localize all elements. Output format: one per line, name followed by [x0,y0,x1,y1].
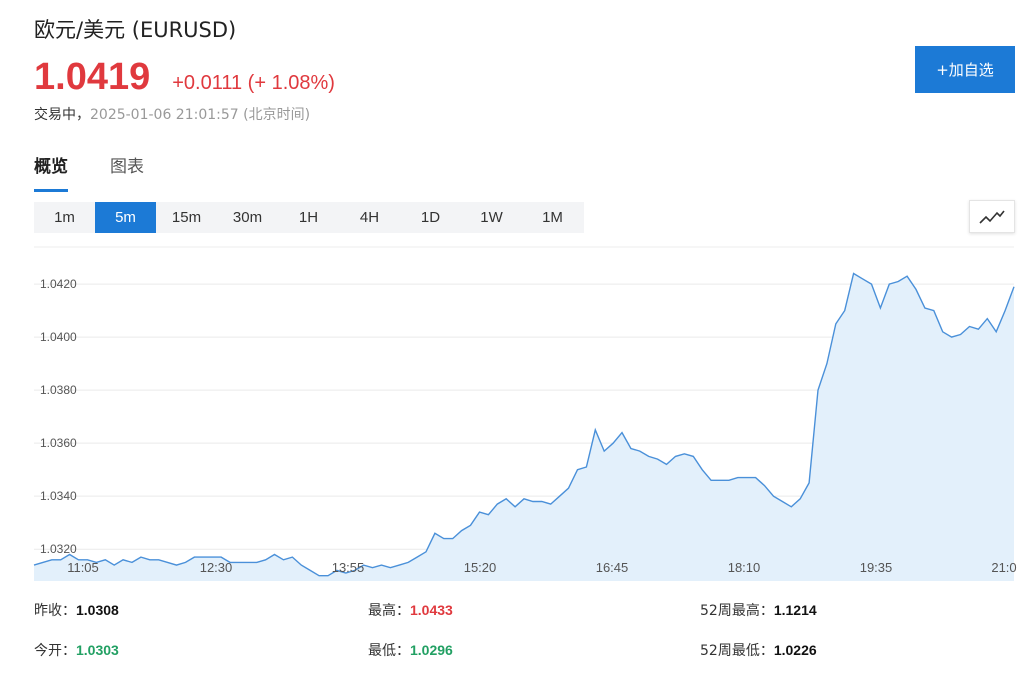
x-tick-label: 13:55 [332,560,365,575]
status-label: 交易中， [34,107,90,123]
stat-label: 52周最低： [700,643,774,659]
period-1d[interactable]: 1D [420,209,441,226]
y-tick-label: 1.0360 [40,436,77,450]
period-1h[interactable]: 1H [298,209,319,226]
x-tick-label: 15:20 [464,560,497,575]
stat-value: 1.0226 [773,642,817,658]
stat-label: 52周最高： [700,603,774,619]
stat-label: 最低： [368,643,410,659]
stat-52w-high: 52周最高：1.1214 [700,600,817,620]
x-tick-label: 11:05 [67,560,99,575]
period-1w[interactable]: 1W [480,209,503,226]
line-chart-icon [979,210,1005,224]
period-4h[interactable]: 4H [359,209,380,226]
stat-value: 1.0296 [410,642,453,658]
y-tick-label: 1.0320 [40,542,77,556]
period-5m[interactable]: 5m [95,202,156,233]
y-tick-label: 1.0420 [40,277,77,291]
x-tick-label: 16:45 [596,560,629,575]
period-1mo[interactable]: 1M [542,209,563,226]
tab-bar: 概览 图表 [34,152,186,192]
price-chart[interactable]: 1.0320 1.0340 1.0360 1.0380 1.0400 1.0420 11:0… [0,245,1024,585]
period-15m[interactable]: 15m [171,209,202,226]
stat-value: 1.1214 [773,602,817,618]
stat-low: 最低：1.0296 [368,640,453,660]
tab-overview[interactable]: 概览 [34,152,68,192]
y-tick-label: 1.0340 [40,489,77,503]
x-tick-label: 21:0 [991,560,1016,575]
page-title: 欧元/美元 (EURUSD) [34,18,237,42]
period-1m[interactable]: 1m [54,209,75,226]
y-tick-label: 1.0380 [40,383,77,397]
price-change: +0.0111 (+ 1.08%) [172,72,335,94]
stat-label: 昨收： [34,603,76,619]
stat-value: 1.0308 [76,602,119,618]
stat-label: 最高： [368,603,410,619]
stat-open: 今开：1.0303 [34,640,119,660]
chart-type-button[interactable] [969,200,1015,233]
y-tick-label: 1.0400 [40,330,77,344]
timestamp: 2025-01-06 21:01:57 (北京时间) [90,107,311,123]
x-tick-label: 18:10 [728,560,761,575]
chart-area-fill [34,273,1014,581]
current-price: 1.0419 [34,56,151,98]
chart-series-line [33,272,1015,577]
period-selector: 1m 5m 15m 30m 1H 4H 1D 1W 1M [34,202,584,233]
stat-prev-close: 昨收：1.0308 [34,600,119,620]
x-tick-label: 12:30 [200,560,233,575]
stat-52w-low: 52周最低：1.0226 [700,640,817,660]
stat-high: 最高：1.0433 [368,600,453,620]
period-30m[interactable]: 30m [232,209,263,226]
stat-value: 1.0433 [410,602,453,618]
trading-status: 交易中，2025-01-06 21:01:57 (北京时间) [34,104,310,124]
tab-chart[interactable]: 图表 [110,157,144,177]
add-watchlist-button[interactable]: +加自选 [915,46,1015,93]
stat-label: 今开： [34,643,76,659]
price-row: 1.0419 +0.0111 (+ 1.08%) [34,56,335,99]
stat-value: 1.0303 [76,642,119,658]
x-tick-label: 19:35 [860,560,893,575]
